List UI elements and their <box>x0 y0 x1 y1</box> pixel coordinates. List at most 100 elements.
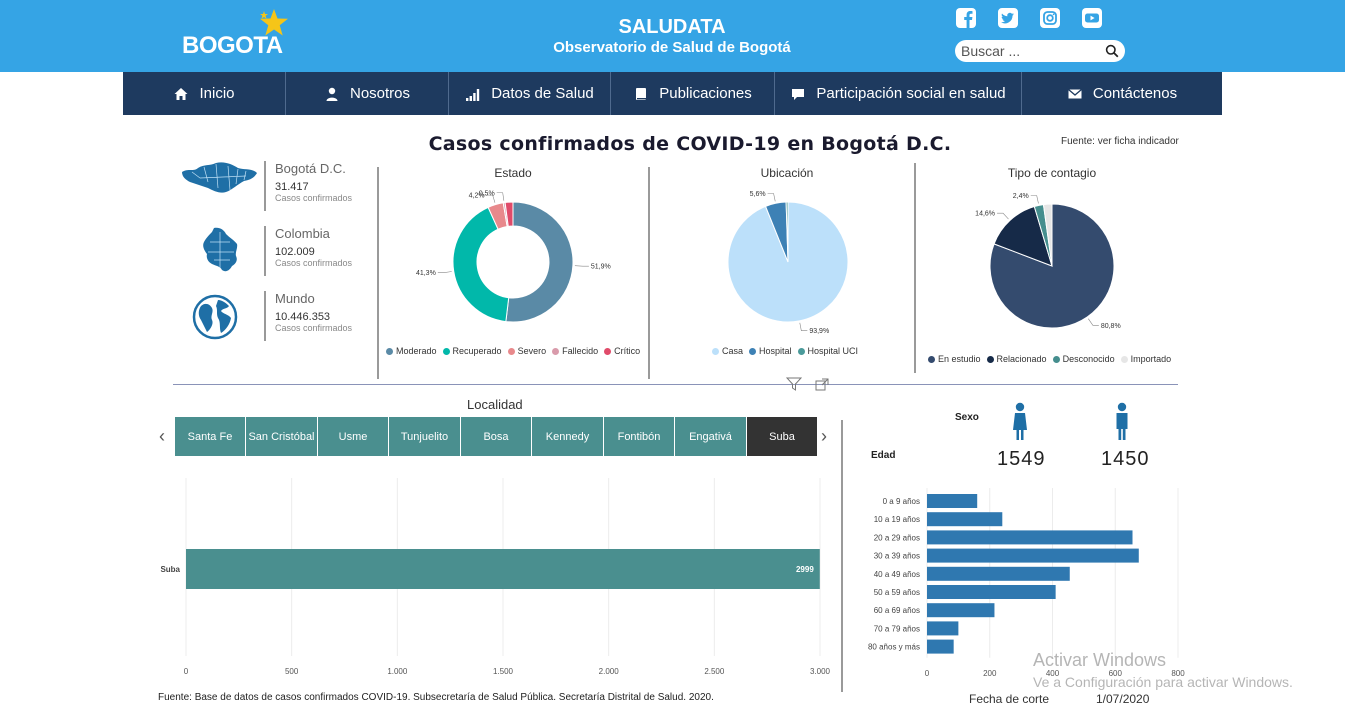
divider <box>377 167 379 379</box>
legend-item-desconocido[interactable]: Desconocido <box>1052 354 1115 364</box>
legend-swatch <box>712 347 719 355</box>
nav-contactenos[interactable]: Contáctenos <box>1022 72 1222 115</box>
x-tick-label: 0 <box>925 669 930 678</box>
tab-san-cristobal[interactable]: San Cristóbal <box>246 417 317 456</box>
bogota-logo[interactable]: BOGOTA <box>182 8 292 64</box>
tab-kennedy[interactable]: Kennedy <box>532 417 603 456</box>
legend-swatch <box>552 347 560 355</box>
legend-item-moderado[interactable]: Moderado <box>386 346 437 356</box>
legend-label: Desconocido <box>1062 354 1115 364</box>
bar-60-a-69-anos[interactable] <box>927 603 995 618</box>
bar-30-a-39-anos[interactable] <box>927 548 1139 563</box>
search-icon[interactable] <box>1105 44 1119 58</box>
summary-value: 102.009 <box>275 246 315 258</box>
legend-item-hospital-uci[interactable]: Hospital UCI <box>797 346 858 356</box>
localidad-tabs: Santa Fe San Cristóbal Usme Tunjuelito B… <box>175 417 817 456</box>
instagram-icon[interactable] <box>1039 7 1061 29</box>
search-bar <box>955 40 1125 62</box>
legend-swatch <box>986 355 994 363</box>
signal-bars-icon <box>466 88 480 101</box>
logo-text: BOGOTA <box>182 32 283 59</box>
bar-50-a-59-anos[interactable] <box>927 585 1056 599</box>
x-tick-label: 3.000 <box>810 667 831 676</box>
bar-80-anos-y-mas[interactable] <box>927 639 954 654</box>
pie-slice-moderado[interactable] <box>505 201 574 323</box>
nav-datos-salud[interactable]: Datos de Salud <box>449 72 611 115</box>
nav-publicaciones[interactable]: Publicaciones <box>611 72 775 115</box>
pie-data-label: 80,8% <box>1101 323 1121 330</box>
nav-participacion[interactable]: Participación social en salud <box>775 72 1022 115</box>
bar-0-a-9-anos[interactable] <box>927 494 978 508</box>
nav-label: Contáctenos <box>1092 85 1178 102</box>
twitter-icon[interactable] <box>997 7 1019 29</box>
logo-star-icon <box>260 9 288 36</box>
tab-fontibon[interactable]: Fontibón <box>604 417 674 456</box>
facebook-icon[interactable] <box>955 7 977 29</box>
cut-date-label: Fecha de corte <box>969 692 1050 706</box>
bar-40-a-49-anos[interactable] <box>927 566 1070 581</box>
focus-mode-icon[interactable] <box>815 378 829 391</box>
cut-date-value: 1/07/2020 <box>1096 692 1150 706</box>
site-subtitle: Observatorio de Salud de Bogotá <box>553 39 791 56</box>
legend-swatch <box>1052 355 1060 363</box>
prev-arrow-icon[interactable]: ‹ <box>159 426 165 446</box>
legend-swatch <box>507 347 515 355</box>
tab-tunjuelito[interactable]: Tunjuelito <box>389 417 460 456</box>
pie-slice-critico[interactable] <box>504 201 514 227</box>
youtube-icon[interactable] <box>1081 7 1103 29</box>
nav-label: Datos de Salud <box>491 85 594 102</box>
legend-item-relacionado[interactable]: Relacionado <box>986 354 1047 364</box>
legend-item-hospital[interactable]: Hospital <box>749 346 792 356</box>
estado-title: Estado <box>494 166 532 180</box>
y-category-label: 0 a 9 años <box>883 497 920 506</box>
bar-20-a-29-anos[interactable] <box>927 530 1133 545</box>
source-link[interactable]: Fuente: ver ficha indicador <box>1061 136 1179 147</box>
legend-label: Hospital <box>759 346 792 356</box>
female-count: 1549 <box>997 448 1046 470</box>
pie-slice-recuperado[interactable] <box>452 206 510 323</box>
tab-usme[interactable]: Usme <box>318 417 388 456</box>
legend-item-critico[interactable]: Crítico <box>604 346 640 356</box>
nav-inicio[interactable]: Inicio <box>123 72 286 115</box>
y-category-label: 30 a 39 años <box>874 552 920 561</box>
legend-item-importado[interactable]: Importado <box>1120 354 1171 364</box>
pie-slice-relacionado[interactable] <box>993 205 1053 267</box>
legend-item-recuperado[interactable]: Recuperado <box>442 346 502 356</box>
male-icon <box>1116 402 1128 440</box>
legend-item-casa[interactable]: Casa <box>712 346 743 356</box>
pie-data-label: 5,6% <box>750 191 766 198</box>
section-divider <box>173 384 1178 385</box>
pie-leader-line <box>1088 318 1099 326</box>
summary-name: Mundo <box>275 291 315 306</box>
bar-suba[interactable] <box>186 549 820 589</box>
pie-leader-line <box>1030 195 1039 204</box>
pie-slice-importado[interactable] <box>1042 203 1053 267</box>
tab-santa-fe[interactable]: Santa Fe <box>175 417 245 456</box>
bar-10-a-19-anos[interactable] <box>927 512 1003 527</box>
footer-source-note: Fuente: Base de datos de casos confirmad… <box>158 692 714 703</box>
search-input[interactable] <box>961 42 1101 60</box>
next-arrow-icon[interactable]: › <box>821 426 827 446</box>
tab-bosa[interactable]: Bosa <box>461 417 531 456</box>
windows-watermark-title: Activar Windows <box>1033 650 1167 670</box>
filter-icon[interactable] <box>786 377 802 391</box>
y-category-label: 40 a 49 años <box>874 570 920 579</box>
x-tick-label: 1.000 <box>387 667 408 676</box>
y-category-label: 50 a 59 años <box>874 588 920 597</box>
tab-suba[interactable]: Suba <box>747 417 817 456</box>
pie-data-label: 2,4% <box>1013 193 1029 200</box>
nav-nosotros[interactable]: Nosotros <box>286 72 449 115</box>
pie-slice-hospital-uci[interactable] <box>785 201 789 263</box>
summary-bogota: Bogotá D.C. 31.417 Casos confirmados <box>264 161 374 211</box>
summary-caption: Casos confirmados <box>275 258 353 268</box>
legend-item-fallecido[interactable]: Fallecido <box>552 346 598 356</box>
summary-value: 10.446.353 <box>275 311 331 323</box>
ubicacion-pie-chart: 93,9% 5,6% <box>727 191 849 335</box>
bar-70-a-79-anos[interactable] <box>927 621 959 636</box>
tab-engativa[interactable]: Engativá <box>675 417 746 456</box>
legend-item-severo[interactable]: Severo <box>507 346 546 356</box>
legend-label: Fallecido <box>562 346 599 356</box>
legend-item-en-estudio[interactable]: En estudio <box>928 354 981 364</box>
pie-leader-line <box>496 192 505 201</box>
